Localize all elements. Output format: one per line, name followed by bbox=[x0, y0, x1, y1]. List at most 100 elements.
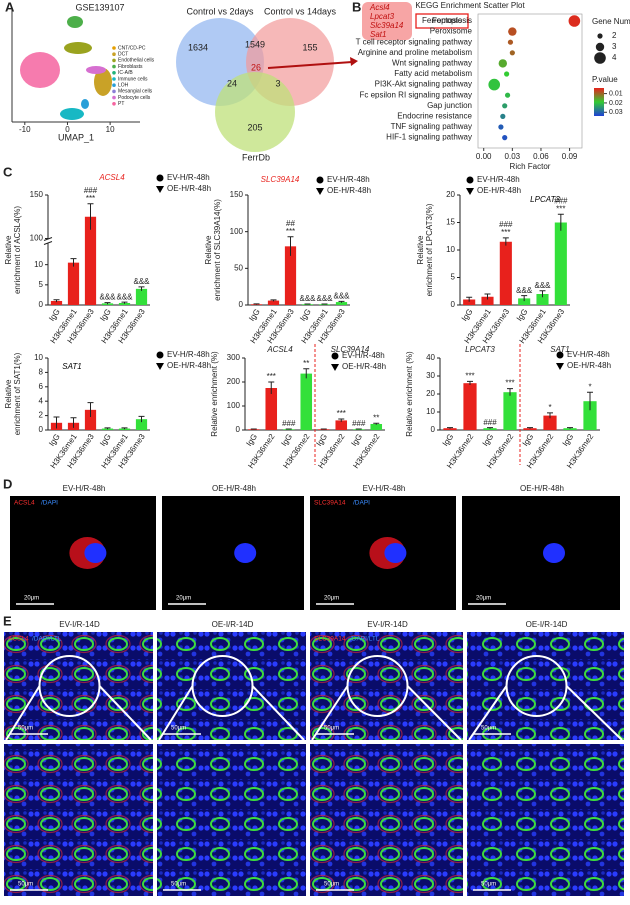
venn-count: 26 bbox=[251, 62, 261, 72]
legend-dot bbox=[112, 59, 116, 63]
x-tick-label: IgG bbox=[349, 432, 364, 448]
x-tick-label: IgG bbox=[244, 432, 259, 448]
nucleus bbox=[84, 543, 106, 563]
pathway-label: Peroxisome bbox=[430, 27, 473, 36]
y-axis-label: enrichment of SLC39A14(%) bbox=[213, 199, 222, 301]
stain-label: /DAPI bbox=[41, 500, 58, 507]
x-tick-label: IgG bbox=[515, 307, 530, 323]
legend-label: OE-H/R-48h bbox=[342, 362, 386, 371]
pathway-label: Arginine and proline metabolism bbox=[358, 48, 473, 57]
scale-label: 50μm bbox=[324, 882, 339, 888]
legend-dot bbox=[596, 43, 604, 51]
venn-count: 1549 bbox=[245, 39, 265, 49]
venn-count: 3 bbox=[275, 78, 280, 88]
x-tick-label: IgG bbox=[441, 432, 456, 448]
legend-dot bbox=[112, 83, 116, 87]
pathway-label: HIF-1 signaling pathway bbox=[386, 133, 472, 142]
legend-label: 4 bbox=[612, 53, 617, 62]
pathway-label: PI3K-Akt signaling pathway bbox=[375, 80, 472, 89]
stain-label: ACSL4 bbox=[14, 500, 35, 507]
significance-label: *** bbox=[505, 379, 514, 388]
y-tick-label: 100 bbox=[230, 227, 244, 236]
x-tick-label: -10 bbox=[19, 125, 31, 134]
panel-a bbox=[12, 8, 358, 152]
cluster bbox=[60, 108, 84, 120]
bar bbox=[68, 263, 79, 305]
x-tick-label: 0.03 bbox=[505, 152, 521, 161]
cluster bbox=[64, 42, 92, 54]
cluster bbox=[86, 66, 106, 74]
legend-marker bbox=[557, 352, 564, 359]
significance-label: *** bbox=[465, 372, 474, 381]
panel-d: EV-H/R-48h20μmACSL4/DAPIOE-H/R-48h20μmEV… bbox=[10, 484, 620, 610]
y-axis-label: Relative enrichment (%) bbox=[405, 351, 414, 437]
legend-label: OE-H/R-48h bbox=[567, 361, 611, 370]
bar bbox=[463, 383, 476, 430]
legend-dot bbox=[112, 46, 116, 50]
x-tick-label: IgG bbox=[481, 432, 496, 448]
legend-label: 0.01 bbox=[609, 90, 623, 97]
legend-label: EV-H/R-48h bbox=[477, 175, 520, 184]
scale-label: 50μm bbox=[481, 726, 496, 732]
legend-label: EV-H/R-48h bbox=[167, 350, 210, 359]
micrograph bbox=[467, 632, 624, 740]
pathway-label: TNF signaling pathway bbox=[391, 122, 472, 131]
x-tick-label: IgG bbox=[561, 432, 576, 448]
micrograph bbox=[310, 744, 463, 896]
y-tick-label: 50 bbox=[234, 263, 243, 272]
y-tick-label: 0 bbox=[451, 300, 456, 309]
legend-label: 3 bbox=[612, 42, 617, 51]
y-tick-label: 10 bbox=[34, 260, 43, 269]
y-tick-label: 10 bbox=[446, 245, 455, 254]
pathway-label: Fc epsilon RI signaling pathway bbox=[359, 90, 472, 99]
micrograph bbox=[310, 632, 463, 740]
point bbox=[498, 124, 503, 129]
pathway-label: Gap junction bbox=[427, 101, 472, 110]
scale-label: 20μm bbox=[176, 596, 191, 602]
y-tick-label: 10 bbox=[426, 407, 435, 416]
legend-marker bbox=[317, 177, 324, 184]
color-bar bbox=[594, 88, 604, 116]
significance-label: &&& bbox=[116, 292, 133, 301]
significance-label: ### bbox=[282, 419, 296, 428]
chart-title: ACSL4 bbox=[98, 173, 125, 182]
legend-label: Fibroblasts bbox=[118, 64, 143, 70]
stain-label: SLC39A14 bbox=[314, 500, 346, 507]
y-tick-label: 0 bbox=[39, 425, 44, 434]
legend-label: EV-H/R-48h bbox=[342, 351, 385, 360]
x-tick-label: IgG bbox=[98, 307, 113, 323]
point bbox=[569, 15, 581, 27]
x-tick-label: IgG bbox=[279, 432, 294, 448]
nucleus bbox=[234, 543, 256, 563]
significance-label: &&& bbox=[133, 277, 150, 286]
legend-marker bbox=[156, 186, 164, 193]
image-label: EV-H/R-48h bbox=[363, 484, 406, 493]
y-axis-label: Relative enrichment (%) bbox=[210, 351, 219, 437]
scale-label: 50μm bbox=[324, 726, 339, 732]
x-tick-label: IgG bbox=[247, 307, 262, 323]
venn-set-label: Control vs 14days bbox=[264, 6, 337, 16]
bar bbox=[85, 217, 96, 305]
legend-dot bbox=[594, 52, 606, 64]
significance-label: *** bbox=[86, 194, 95, 203]
image-label: OE-I/R-14D bbox=[212, 620, 254, 629]
x-tick-label: IgG bbox=[460, 307, 475, 323]
point bbox=[504, 71, 509, 76]
x-tick-label: IgG bbox=[47, 432, 62, 448]
legend-marker bbox=[466, 188, 474, 195]
y-tick-label: 300 bbox=[227, 353, 241, 362]
legend-label: Immune cells bbox=[118, 76, 148, 82]
venn-count: 155 bbox=[302, 42, 317, 52]
significance-label: * bbox=[548, 403, 551, 412]
legend-dot bbox=[112, 52, 116, 56]
stain-label: SLC39A14 bbox=[314, 636, 346, 643]
panel-e: EV-I/R-14D50μm50μmACSL4/DAPI/LTLOE-I/R-1… bbox=[4, 620, 624, 896]
legend-label: 2 bbox=[612, 31, 617, 40]
significance-label: ### bbox=[352, 419, 366, 428]
significance-label: ** bbox=[303, 359, 309, 368]
highlight-pathway: Ferroptosis bbox=[422, 16, 462, 25]
y-axis-label: Relative bbox=[4, 379, 13, 408]
gene-label: Slc39a14 bbox=[370, 21, 404, 30]
pathway-label: T cell receptor signaling pathway bbox=[356, 37, 472, 46]
legend-label: LOH bbox=[118, 83, 129, 89]
